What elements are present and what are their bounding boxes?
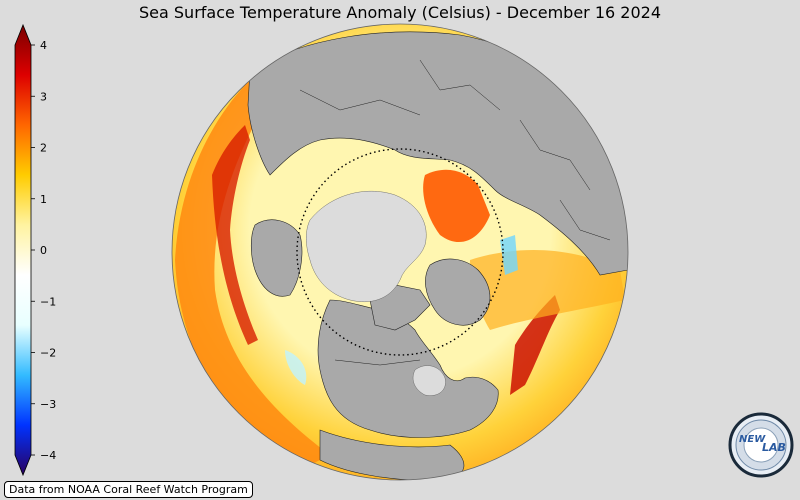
colorbar-tick-label: −4 xyxy=(40,449,56,462)
map-title: Sea Surface Temperature Anomaly (Celsius… xyxy=(139,3,661,22)
colorbar-tick-label: 2 xyxy=(40,142,47,155)
svg-text:LAB: LAB xyxy=(762,441,786,454)
land-greenland xyxy=(425,258,491,326)
hudson-bay xyxy=(412,365,446,396)
land-alaska xyxy=(250,219,303,297)
colorbar-ticks: 4 3 2 1 0 −1 −2 −3 −4 xyxy=(31,39,56,462)
svg-text:NEW: NEW xyxy=(739,434,766,445)
atlantic-hot-streak xyxy=(510,295,560,395)
arctic-sea-ice xyxy=(306,190,427,302)
barents-hot-patch xyxy=(423,169,490,243)
colorbar: 4 3 2 1 0 −1 −2 −3 −4 xyxy=(14,23,56,477)
data-credit: Data from NOAA Coral Reef Watch Program xyxy=(4,481,253,498)
colorbar-tick-label: 0 xyxy=(40,244,47,257)
newlab-logo: NEW LAB xyxy=(728,412,794,478)
country-borders xyxy=(299,59,611,366)
arctic-circle xyxy=(296,148,504,356)
colorbar-tick-label: −2 xyxy=(40,347,56,360)
pacific-hot-streak xyxy=(212,125,258,345)
cool-patch xyxy=(500,235,518,275)
colorbar-tick-label: 4 xyxy=(40,39,47,52)
colorbar-tick-label: −3 xyxy=(40,398,56,411)
land-south-lobe xyxy=(319,429,465,480)
colorbar-tick-label: −1 xyxy=(40,295,56,308)
colorbar-tick-label: 1 xyxy=(40,193,47,206)
cool-patch-pacific xyxy=(285,350,307,385)
colorbar-tick-label: 3 xyxy=(40,90,47,103)
